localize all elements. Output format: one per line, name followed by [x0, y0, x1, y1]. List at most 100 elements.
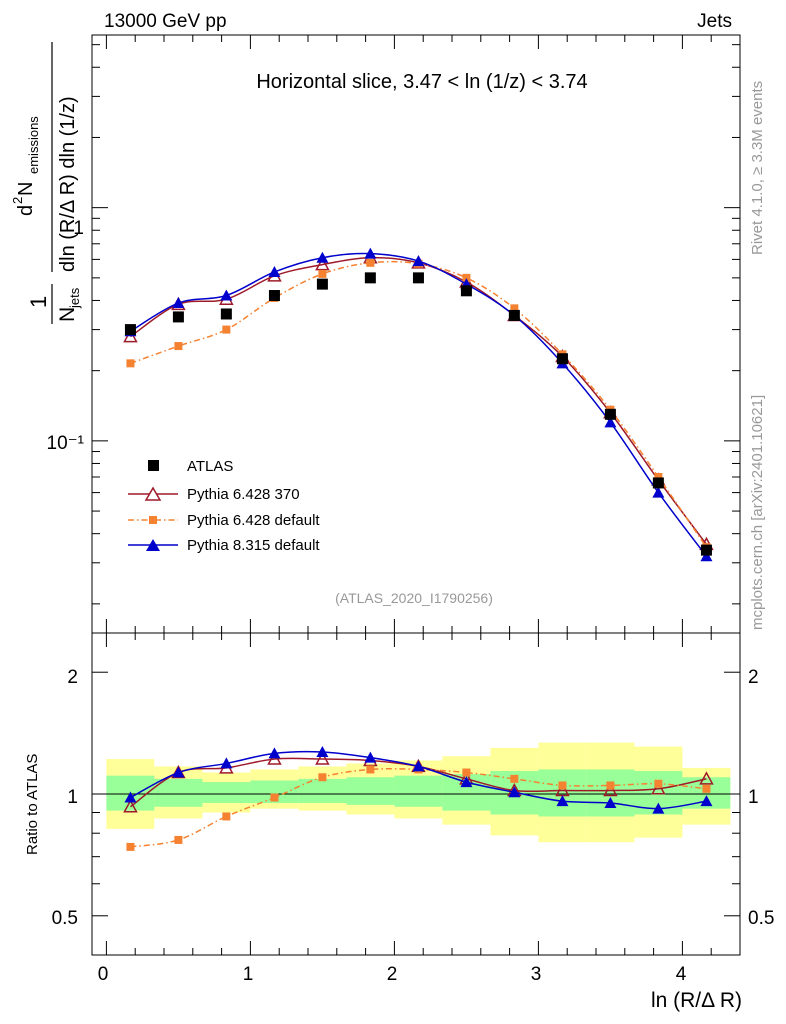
energy-label: 13000 GeV pp	[104, 11, 227, 32]
y-label-njets-sub: jets	[67, 287, 82, 309]
data-point-pythia-8-315-default	[268, 747, 281, 759]
data-point-pythia-6-428-default	[318, 773, 327, 782]
data-point-pythia-8-315-default	[604, 797, 617, 809]
x-tick-label-1: 1	[243, 964, 254, 985]
ratio-y-tick-0.5-right: 0.5	[748, 908, 774, 929]
data-point-pythia-8-315-default	[124, 791, 137, 803]
data-point-pythia-8-315-default	[172, 766, 185, 778]
mcplots-source-label: mcplots.cern.ch [arXiv:2401.10621]	[749, 395, 766, 630]
legend-marker-atlas	[148, 460, 159, 471]
data-point-pythia-6-428-370	[267, 751, 282, 765]
ratio-y-axis-label: Ratio to ATLAS	[24, 754, 41, 855]
data-point-pythia-6-428-default	[126, 842, 135, 851]
data-point-pythia-6-428-default	[462, 273, 471, 282]
data-point-atlas	[172, 311, 184, 323]
data-point-pythia-8-315-default	[604, 416, 617, 428]
data-point-atlas	[412, 272, 424, 284]
ratio-x-ticks	[105, 633, 741, 955]
data-point-pythia-8-315-default	[652, 802, 665, 814]
data-point-pythia-6-428-default	[270, 793, 279, 802]
data-point-pythia-6-428-default	[462, 768, 471, 777]
x-tick-label-3: 3	[531, 964, 542, 985]
ratio-panel: 2 1 0.5 2 1 0.5 Ratio to ATLAS 0 1 2 3 4…	[24, 632, 774, 1012]
legend: ATLAS Pythia 6.428 370 Pythia 6.428 defa…	[128, 458, 320, 554]
series-line-pythia-8-315-default	[130, 252, 708, 557]
data-point-pythia-6-428-default	[222, 325, 231, 334]
data-point-pythia-8-315-default	[316, 746, 329, 758]
x-tick-label-4: 4	[676, 964, 687, 985]
main-series	[123, 247, 714, 562]
legend-marker-py6-370	[144, 486, 162, 501]
data-point-pythia-6-428-default	[654, 472, 663, 481]
ratio-y-tick-2: 2	[67, 667, 78, 688]
data-point-atlas	[364, 272, 376, 284]
data-point-pythia-8-315-default	[220, 289, 233, 301]
data-point-atlas	[220, 308, 232, 320]
data-point-pythia-6-428-370	[651, 781, 666, 795]
main-y-axis-label: 1 N jets d 2 N emissions dln (R/Δ R) dln…	[10, 42, 82, 324]
data-point-pythia-6-428-default	[558, 781, 567, 790]
data-point-pythia-6-428-default	[702, 784, 711, 793]
y-label-numerator-n: N	[15, 182, 37, 196]
data-point-pythia-8-315-default	[220, 757, 233, 769]
y-label-one: 1	[26, 296, 51, 308]
series-line-pythia-6-428-default	[130, 260, 708, 548]
jets-label: Jets	[697, 11, 732, 32]
data-point-pythia-8-315-default	[412, 760, 425, 772]
y-label-numerator-sub: emissions	[26, 116, 41, 174]
data-point-pythia-6-428-default	[174, 342, 183, 351]
x-tick-label-0: 0	[98, 964, 109, 985]
data-point-pythia-8-315-default	[364, 247, 377, 259]
data-point-atlas	[508, 309, 520, 321]
data-point-pythia-8-315-default	[316, 251, 329, 263]
band-green	[250, 780, 299, 804]
data-point-atlas	[460, 285, 472, 297]
data-point-pythia-6-428-default	[126, 359, 135, 368]
watermark: (ATLAS_2020_I1790256)	[335, 590, 493, 606]
band-green	[586, 769, 635, 817]
y-label-njets: N	[56, 307, 79, 322]
legend-label-py6-default: Pythia 6.428 default	[187, 512, 320, 529]
ratio-y-tick-1: 1	[67, 787, 78, 808]
main-plot-title: Horizontal slice, 3.47 < ln (1/z) < 3.74	[256, 71, 587, 93]
data-point-pythia-8-315-default	[364, 751, 377, 763]
data-point-pythia-8-315-default	[460, 776, 473, 788]
y-label-numerator-sup: 2	[10, 197, 25, 204]
band-green	[346, 777, 395, 805]
data-point-pythia-6-428-default	[222, 812, 231, 821]
data-point-atlas	[124, 324, 136, 336]
legend-marker-py6-default	[149, 516, 157, 524]
data-point-pythia-6-428-default	[366, 258, 375, 267]
band-green	[154, 778, 203, 807]
legend-label-atlas: ATLAS	[187, 458, 233, 475]
data-point-pythia-6-428-default	[510, 774, 519, 783]
data-point-pythia-6-428-370	[315, 257, 330, 271]
legend-label-py8-default: Pythia 8.315 default	[187, 537, 320, 554]
y-tick-label-0.1: 10⁻¹	[47, 433, 85, 454]
band-green	[394, 775, 443, 807]
data-point-atlas	[652, 477, 664, 489]
data-point-pythia-8-315-default	[268, 265, 281, 277]
data-point-pythia-6-428-default	[510, 304, 519, 313]
data-point-pythia-6-428-370	[123, 799, 138, 813]
data-point-atlas	[268, 290, 280, 302]
band-green	[538, 769, 587, 817]
data-point-atlas	[556, 353, 568, 365]
y-label-numerator: d	[15, 205, 37, 216]
data-point-pythia-8-315-default	[172, 297, 185, 309]
main-x-ticks	[105, 35, 741, 633]
ratio-y-tick-0.5: 0.5	[52, 908, 78, 929]
data-point-atlas	[316, 278, 328, 290]
main-y-ticks	[92, 44, 740, 605]
rivet-version-label: Rivet 4.1.0, ≥ 3.3M events	[749, 81, 766, 255]
legend-marker-py8-default	[146, 539, 160, 551]
data-point-pythia-6-428-370	[315, 751, 330, 765]
data-point-pythia-8-315-default	[508, 786, 521, 798]
data-point-pythia-8-315-default	[652, 486, 665, 498]
main-panel: Horizontal slice, 3.47 < ln (1/z) < 3.74…	[10, 34, 741, 634]
legend-label-py6-370: Pythia 6.428 370	[187, 486, 300, 503]
ratio-series	[123, 746, 714, 851]
data-point-pythia-8-315-default	[556, 795, 569, 807]
data-point-pythia-6-428-default	[366, 765, 375, 774]
